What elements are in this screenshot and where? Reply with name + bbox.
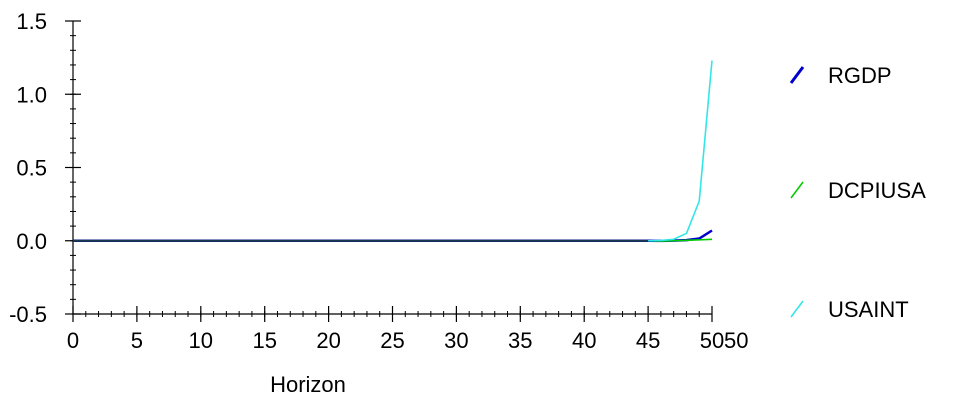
series-line-usaint bbox=[73, 60, 713, 242]
y-tick-label: -0.5 bbox=[9, 302, 47, 327]
legend-label-dcpiusa: DCPIUSA bbox=[828, 178, 926, 203]
legend-label-rgdp: RGDP bbox=[828, 63, 892, 88]
y-tick-label: 1.0 bbox=[16, 82, 47, 107]
x-axis-title: Horizon bbox=[270, 372, 346, 397]
legend: RGDP DCPIUSA USAINT bbox=[789, 63, 926, 322]
y-tick-label: 1.5 bbox=[16, 9, 47, 34]
x-tick-label: 25 bbox=[380, 328, 404, 353]
x-tick-label: 15 bbox=[252, 328, 276, 353]
legend-label-usaint: USAINT bbox=[828, 297, 909, 322]
y-tick-label: 0.5 bbox=[16, 156, 47, 181]
x-tick-label: 10 bbox=[189, 328, 213, 353]
axes: -0.5 0.0 0.5 1.0 1.5 0 5 10 15 20 25 30 35 40 45 50 50 Ho… bbox=[9, 9, 748, 397]
series-line-rgdp bbox=[73, 229, 713, 243]
x-tick-label: 35 bbox=[508, 328, 532, 353]
x-tick-label: 45 bbox=[636, 328, 660, 353]
x-tick-label: 20 bbox=[316, 328, 340, 353]
plot-lines bbox=[73, 60, 713, 243]
y-tick-label: 0.0 bbox=[16, 229, 47, 254]
x-extra-tick-label: 50 bbox=[724, 328, 748, 353]
x-tick-label: 5 bbox=[131, 328, 143, 353]
x-tick-label: 40 bbox=[572, 328, 596, 353]
legend-swatch-rgdp bbox=[789, 66, 805, 84]
x-tick-label: 50 bbox=[700, 328, 724, 353]
x-tick-label: 0 bbox=[67, 328, 79, 353]
legend-swatch-dcpiusa bbox=[790, 181, 804, 199]
legend-swatch-usaint bbox=[790, 300, 804, 318]
x-tick-label: 30 bbox=[444, 328, 468, 353]
